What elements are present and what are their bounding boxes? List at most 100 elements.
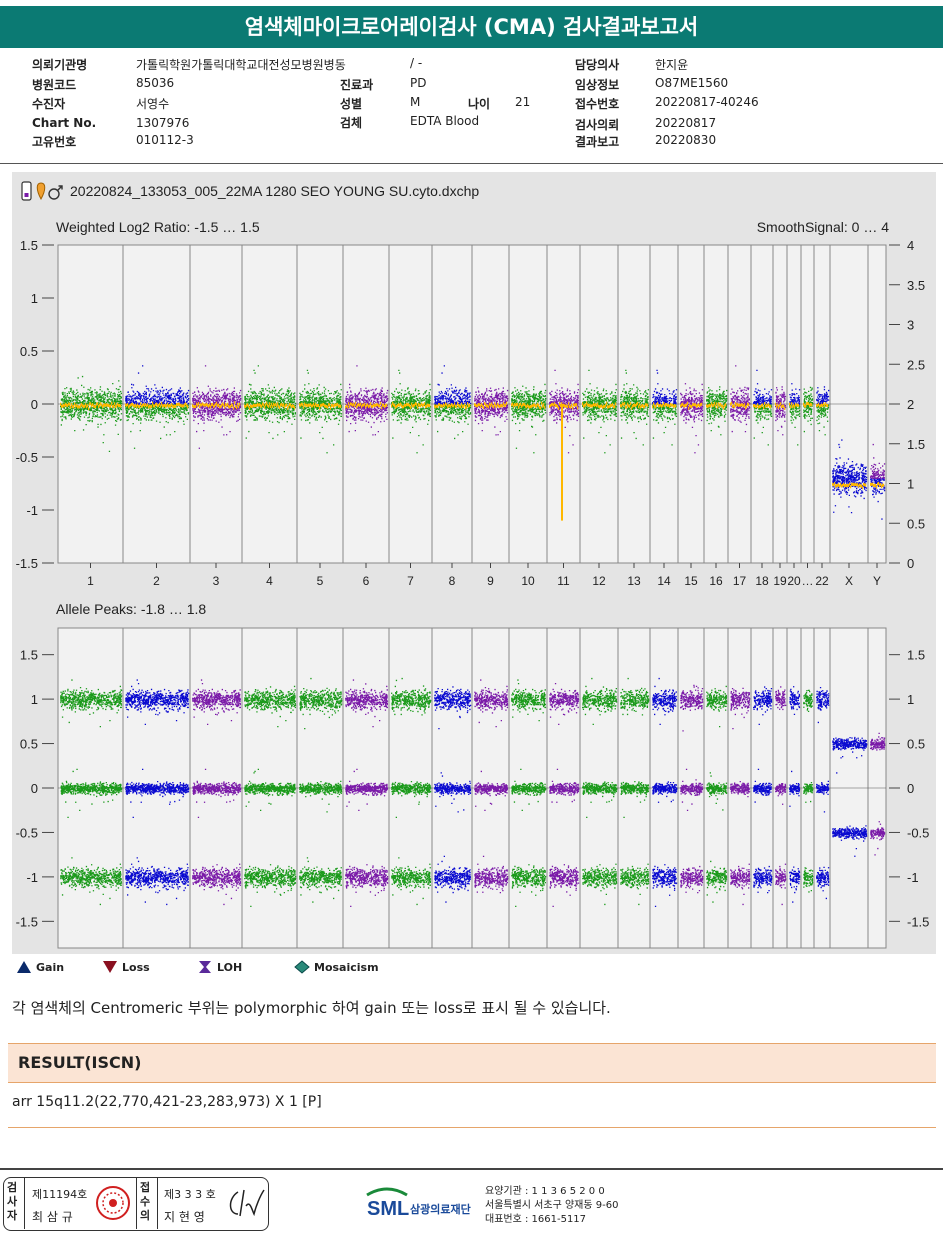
bottom-y-tick-label: -0.5 [16,825,38,840]
top-scatter-18-upper [753,369,773,406]
allele-peaks-16 [706,685,728,903]
info-value-report-date: 20220830 [655,133,717,147]
smooth-signal-8 [434,402,471,410]
allele-peaks-X [832,736,868,857]
top-scatter-14-upper [652,369,678,406]
top-scatter-19-lower [775,404,787,436]
top-y-tick-label: -1 [26,503,38,518]
cma-chart: Weighted Log2 Ratio: -1.5 … 1.5 SmoothSig… [16,219,929,949]
signature-box: 검사자 제11194호 최 삼 규 접수의 제3 3 3 호 지 현 영 [3,1177,269,1231]
bottom-y-tick-label: 1.5 [20,648,38,663]
centromeric-note: 각 염색체의 Centromeric 부위는 polymorphic 하여 ga… [12,999,611,1017]
seal-stamp [96,1186,130,1220]
bottom-y2-tick-label: 0.5 [907,737,925,752]
allele-peaks-18 [753,686,773,894]
top-scatter-21-lower [803,404,813,433]
top-scatter-16-upper [706,386,728,406]
top-scatter-1-lower [60,404,123,452]
info-value-hospital-code: 85036 [136,76,175,90]
smooth-signal-13 [620,401,649,410]
footer-divider [0,1168,943,1170]
smooth-signal-X [832,482,867,490]
smooth-signal-Y [870,481,885,489]
smooth-signal-2 [125,401,189,409]
bottom-y2-tick-label: -1 [907,870,919,885]
stamp-divider-3 [157,1178,158,1229]
top-scatter-3-lower [192,404,242,449]
top-scatter-5-lower [299,404,343,454]
top-y2-tick-label: 3 [907,318,914,333]
top-scatter-11-upper [549,369,579,406]
top-scatter-X-upper [832,439,868,480]
allele-peaks-19 [775,686,787,906]
top-scatter-7-lower [391,404,432,454]
top-scatter-13-upper [620,369,649,406]
stamp-divider-1 [24,1178,25,1229]
x-tick-label: 16 [709,574,723,588]
top-y-tick-label: 1 [31,291,38,306]
org-address: 요양기관 : 1 1 3 6 5 2 0 0 서울특별시 서초구 양재동 9-6… [485,1185,618,1227]
info-label-request-date: 검사의뢰 [575,118,620,132]
top-scatter-12-lower [582,404,618,454]
top-scatter-4-upper [244,365,297,406]
x-tick-label: 15 [684,574,698,588]
allele-peaks-13 [620,677,650,906]
org-code: 요양기관 : 1 1 3 6 5 2 0 0 [485,1186,605,1197]
top-scatter-22-lower [816,404,830,436]
report-title: 염색체마이크로어레이검사 (CMA) 검사결과보고서 [0,6,943,48]
smooth-signal-17 [730,401,750,410]
x-tick-label: 2 [153,574,160,588]
top-scatter-20-upper [789,383,801,406]
top-scatter-10-lower [511,404,547,454]
allele-peaks-21 [803,689,814,893]
allele-peaks-4 [244,685,297,907]
top-scatter-17-upper [730,365,751,406]
top-scatter-10-upper [511,383,547,406]
info-value-chart-no: 1307976 [136,116,190,130]
smooth-signal-15 [680,401,703,410]
org-logo: SML 삼광의료재단 [365,1185,605,1225]
info-value-unique-no: 010112-3 [136,133,194,147]
smooth-signal-6 [345,401,388,410]
smooth-signal-11 [549,402,579,410]
allele-peaks-Y [870,732,886,856]
sml-logo-icon: SML 삼광의료재단 [366,1187,471,1220]
allele-peaks-6 [345,679,389,907]
top-y-tick-label: 0.5 [20,344,38,359]
result-heading: RESULT(ISCN) [8,1043,936,1083]
allele-peaks-1 [60,679,123,906]
info-label-age: 나이 [468,97,491,111]
info-value-accession: 20220817-40246 [655,95,759,109]
info-label-institution: 의뢰기관명 [32,58,88,72]
info-label-unique-no: 고유번호 [32,135,77,149]
result-value: arr 15q11.2(22,770,421-23,283,973) X 1 [… [12,1094,322,1110]
top-y2-tick-label: 2.5 [907,357,925,372]
allele-peaks-7 [391,677,432,906]
smooth-signal-10 [511,401,546,410]
top-scatter-17-lower [730,404,751,433]
top-scatter-11-lower [549,404,580,454]
top-scatter-15-lower [680,404,704,454]
top-scatter-13-lower [620,404,650,446]
loss-icon [103,961,117,973]
x-tick-label: 4 [266,574,273,588]
info-label-department: 진료과 [340,78,374,92]
allele-peaks-11 [549,683,580,907]
smooth-signal-14 [652,401,677,409]
info-label-specimen: 검체 [340,116,363,130]
top-scatter-20-lower [789,404,801,446]
allele-peaks-12 [582,677,618,906]
org-phone: 대표번호 : 1661-5117 [485,1214,587,1225]
bottom-y2-tick-label: -1.5 [907,914,929,929]
result-divider [8,1127,936,1128]
x-tick-label: 11 [557,574,570,588]
info-label-chart-no: Chart No. [32,116,97,130]
info-value-institution: 가톨릭학원가톨릭대학교대전성모병원병동 [136,58,346,72]
top-y2-tick-label: 0 [907,556,914,571]
info-label-clinical: 임상정보 [575,78,620,92]
top-y-tick-label: 1.5 [20,238,38,253]
top-scatter-14-lower [652,404,678,446]
smooth-signal-16 [706,401,727,410]
info-label-doctor: 담당의사 [575,58,620,72]
file-type-icons [21,181,63,201]
